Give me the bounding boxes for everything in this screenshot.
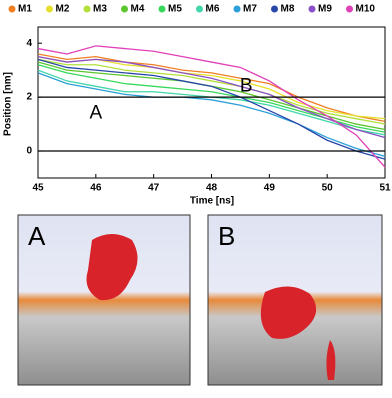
legend-label: M4 xyxy=(131,4,145,15)
legend-marker xyxy=(233,5,241,13)
legend-marker xyxy=(346,5,353,13)
annotation: A xyxy=(89,102,102,123)
legend-marker xyxy=(83,5,91,13)
legend-label: M8 xyxy=(281,4,295,15)
x-tick-label: 45 xyxy=(32,183,44,194)
panel-b: B xyxy=(207,214,383,386)
x-tick-label: 48 xyxy=(206,183,218,194)
x-tick-label: 49 xyxy=(264,183,276,194)
y-axis-label: Position [nm] xyxy=(3,72,14,136)
legend-marker xyxy=(121,5,128,13)
x-tick-label: 46 xyxy=(90,183,102,194)
x-tick-label: 47 xyxy=(148,183,160,194)
legend-label: M7 xyxy=(243,4,257,15)
panel-label: B xyxy=(218,221,235,251)
series-line xyxy=(37,72,386,158)
legend-marker xyxy=(46,5,53,13)
x-tick-label: 51 xyxy=(379,183,391,194)
series-line xyxy=(37,53,386,123)
series-line xyxy=(37,45,386,168)
panel-a: A xyxy=(17,214,191,386)
legend-marker xyxy=(158,5,166,13)
legend-marker xyxy=(271,5,278,13)
legend-marker xyxy=(196,5,203,13)
legend-label: M6 xyxy=(206,4,220,15)
annotation: B xyxy=(240,75,253,96)
x-tick-label: 50 xyxy=(322,183,334,194)
y-tick-label: 0 xyxy=(26,146,32,157)
y-tick-label: 4 xyxy=(26,38,32,49)
molecule-b xyxy=(260,286,317,339)
x-axis-label: Time [ns] xyxy=(190,196,234,207)
legend-label: M2 xyxy=(56,4,70,15)
series-line xyxy=(37,56,386,139)
legend-marker xyxy=(8,5,16,13)
series-line xyxy=(37,58,386,160)
legend-marker xyxy=(308,5,316,13)
legend-label: M5 xyxy=(168,4,182,15)
legend-label: M10 xyxy=(356,4,376,15)
molecule-a xyxy=(86,234,138,301)
legend-label: M9 xyxy=(318,4,332,15)
series-line xyxy=(37,58,386,125)
legend-label: M1 xyxy=(18,4,32,15)
legend-label: M3 xyxy=(93,4,107,15)
molecule-b-tail xyxy=(326,340,336,380)
y-tick-label: 2 xyxy=(26,92,32,103)
panel-label: A xyxy=(28,221,46,251)
